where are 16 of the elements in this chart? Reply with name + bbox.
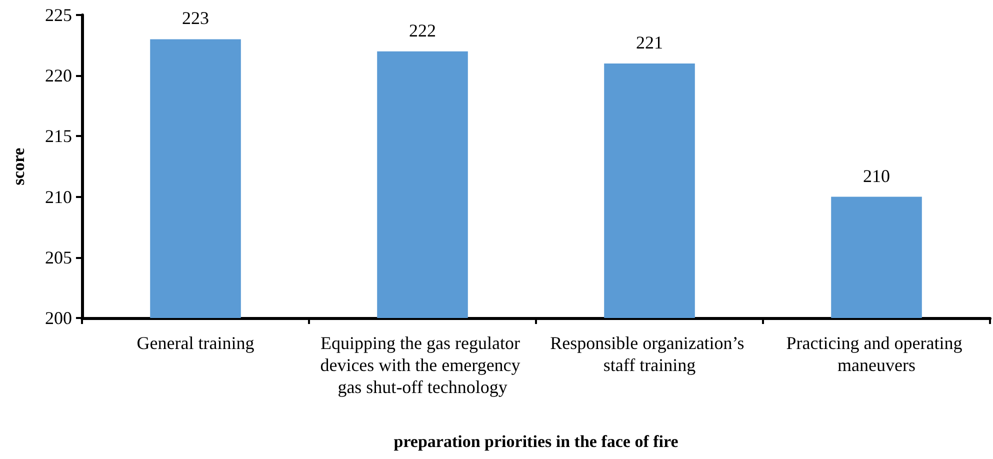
y-axis-title: score [9,147,28,186]
data-label: 223 [182,8,209,28]
data-label: 210 [863,166,890,186]
x-tick-label: General training [136,333,254,353]
y-tick-label: 200 [45,308,72,328]
y-tick-label: 225 [45,5,72,25]
y-tick-label: 210 [45,186,72,207]
y-tick-label: 220 [45,66,72,86]
x-axis-title: preparation priorities in the face of fire [394,432,679,451]
y-tick-label: 205 [45,247,72,268]
x-tick-label: Responsible organization’s staff training [550,333,749,375]
y-tick-label: 215 [45,126,72,146]
x-tick-label: Equipping the gas regulator devices with the emergency gas shut-off technology [320,333,525,397]
data-label: 222 [409,20,436,40]
x-tick-label: Practicing and operating maneuvers [786,333,967,375]
data-label: 221 [636,32,663,52]
